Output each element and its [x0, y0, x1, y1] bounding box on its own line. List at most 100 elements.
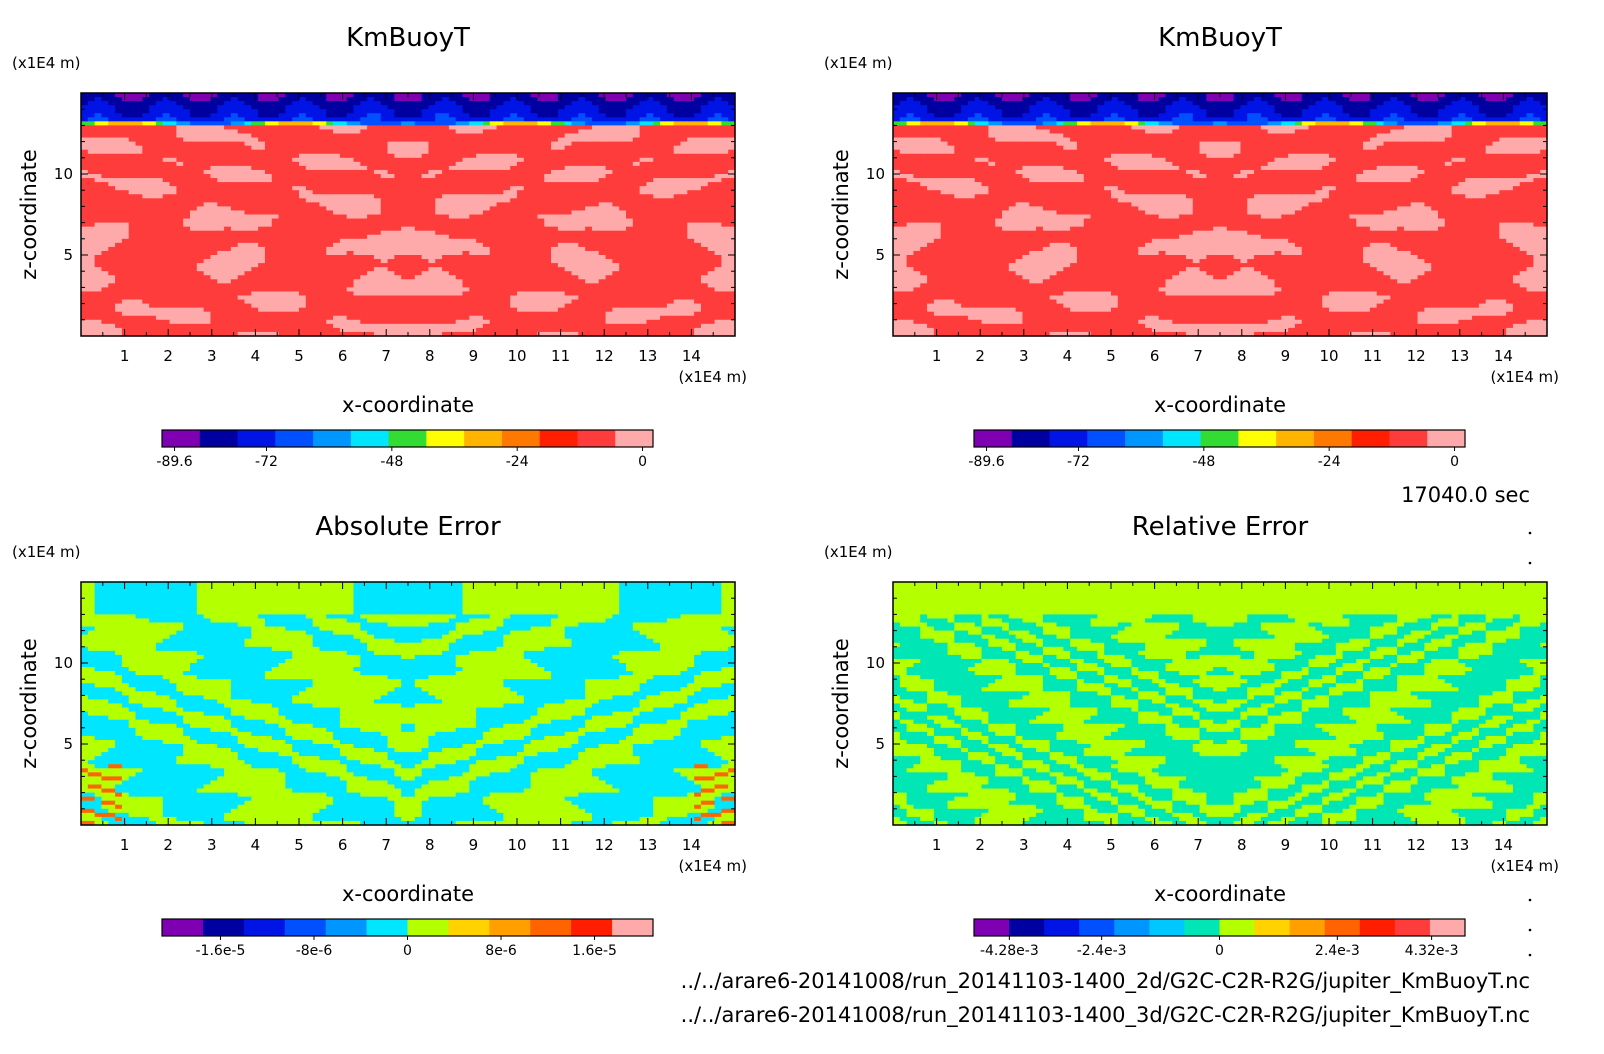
heatmap-cell [347, 109, 354, 114]
heatmap-cell [531, 129, 538, 134]
heatmap-cell [687, 138, 694, 143]
heatmap-cell [251, 158, 258, 163]
heatmap-cell [544, 113, 551, 118]
heatmap-cell [401, 251, 408, 256]
heatmap-cell [326, 267, 333, 272]
heatmap-cell [101, 178, 108, 183]
heatmap-cell [224, 300, 231, 305]
heatmap-cell [469, 231, 476, 236]
heatmap-cell [197, 259, 204, 264]
heatmap-cell [176, 259, 183, 264]
heatmap-cell [136, 219, 143, 224]
heatmap-cell [408, 235, 415, 240]
heatmap-cell [251, 247, 258, 252]
heatmap-cell [544, 186, 551, 191]
heatmap-cell [476, 275, 483, 280]
heatmap-cell [640, 194, 647, 199]
heatmap-cell [674, 178, 681, 183]
heatmap-cell [572, 154, 579, 159]
heatmap-cell [265, 117, 272, 122]
heatmap-cell [585, 255, 592, 260]
heatmap-cell [422, 182, 429, 187]
heatmap-cell [422, 227, 429, 232]
heatmap-cell [565, 296, 572, 301]
heatmap-cell [176, 150, 183, 155]
heatmap-cell [204, 138, 211, 143]
heatmap-cell [497, 227, 504, 232]
heatmap-cell [88, 255, 95, 260]
heatmap-cell [435, 239, 442, 244]
heatmap-cell [149, 243, 156, 248]
heatmap-cell [551, 158, 558, 163]
heatmap-cell [592, 109, 599, 114]
heatmap-cell [265, 121, 272, 126]
heatmap-cell [401, 255, 408, 260]
heatmap-cell [449, 158, 456, 163]
heatmap-cell [340, 174, 347, 179]
heatmap-cell [95, 117, 102, 122]
heatmap-cell [483, 291, 490, 296]
heatmap-cell [285, 194, 292, 199]
heatmap-cell [667, 251, 674, 256]
heatmap-cell [401, 178, 408, 183]
heatmap-cell [456, 142, 463, 147]
heatmap-cell [367, 235, 374, 240]
heatmap-cell [442, 194, 449, 199]
heatmap-cell [217, 263, 224, 268]
heatmap-cell [319, 227, 326, 232]
heatmap-cell [544, 227, 551, 232]
heatmap-cell [285, 275, 292, 280]
heatmap-cell [108, 223, 115, 228]
heatmap-cell [292, 287, 299, 292]
heatmap-cell [449, 117, 456, 122]
heatmap-cell [272, 97, 279, 102]
heatmap-cell [435, 279, 442, 284]
heatmap-cell [326, 198, 333, 203]
heatmap-cell [340, 300, 347, 305]
heatmap-cell [660, 283, 667, 288]
heatmap-cell [606, 231, 613, 236]
heatmap-cell [238, 247, 245, 252]
heatmap-cell [340, 275, 347, 280]
heatmap-cell [517, 210, 524, 215]
heatmap-cell [572, 134, 579, 139]
heatmap-cell [319, 182, 326, 187]
heatmap-cell [108, 134, 115, 139]
heatmap-cell [612, 296, 619, 301]
heatmap-cell [210, 113, 217, 118]
heatmap-cell [721, 101, 728, 106]
heatmap-cell [646, 275, 653, 280]
heatmap-cell [347, 215, 354, 220]
heatmap-cell [653, 271, 660, 276]
heatmap-cell [190, 190, 197, 195]
heatmap-cell [667, 300, 674, 305]
heatmap-cell [122, 154, 129, 159]
heatmap-cell [204, 166, 211, 171]
heatmap-cell [122, 129, 129, 134]
heatmap-cell [660, 235, 667, 240]
heatmap-cell [347, 267, 354, 272]
heatmap-cell [469, 206, 476, 211]
heatmap-cell [313, 267, 320, 272]
heatmap-cell [503, 186, 510, 191]
heatmap-cell [388, 267, 395, 272]
heatmap-cell [476, 182, 483, 187]
heatmap-cell [360, 138, 367, 143]
heatmap-cell [653, 275, 660, 280]
heatmap-cell [694, 190, 701, 195]
heatmap-cell [619, 101, 626, 106]
heatmap-cell [299, 202, 306, 207]
heatmap-cell [422, 287, 429, 292]
heatmap-cell [183, 287, 190, 292]
heatmap-cell [599, 239, 606, 244]
heatmap-cell [497, 231, 504, 236]
heatmap-cell [238, 97, 245, 102]
heatmap-cell [265, 263, 272, 268]
heatmap-cell [599, 243, 606, 248]
heatmap-cell [156, 247, 163, 252]
heatmap-cell [497, 178, 504, 183]
heatmap-cell [442, 279, 449, 284]
heatmap-cell [265, 194, 272, 199]
heatmap-cell [388, 239, 395, 244]
heatmap-cell [292, 215, 299, 220]
